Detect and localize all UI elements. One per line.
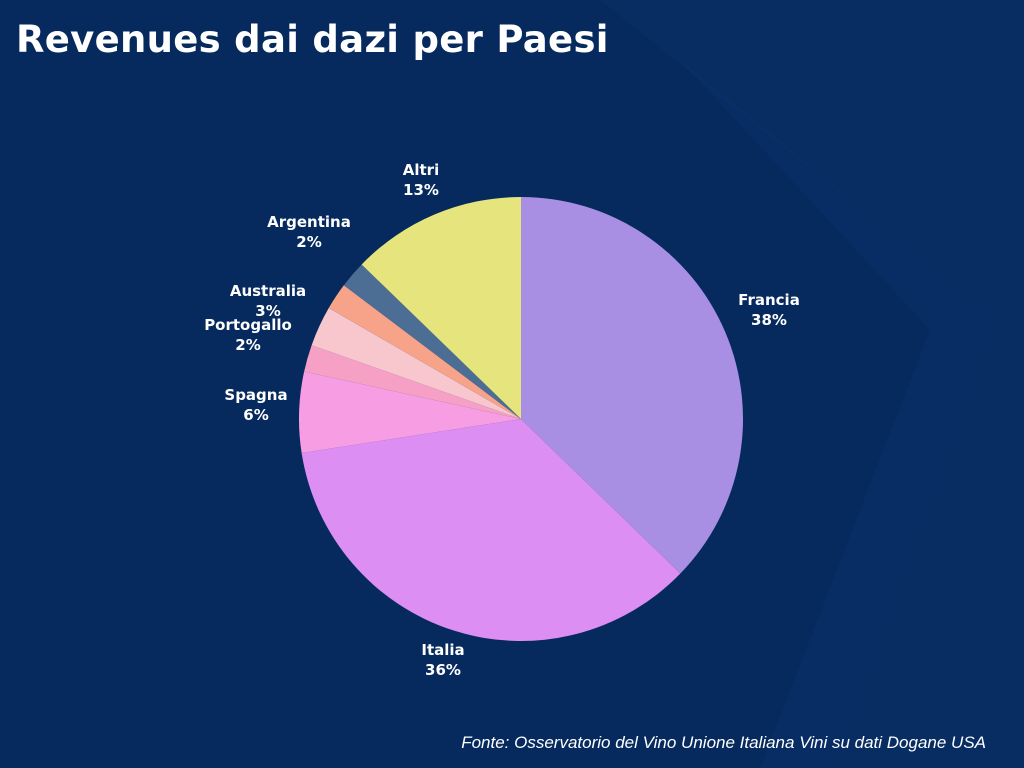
slice-label-australia: Australia xyxy=(230,282,306,300)
pie-slice-portogallo xyxy=(304,345,521,419)
slice-value-francia: 38% xyxy=(751,311,787,329)
pie-slice-italia xyxy=(301,419,681,641)
slice-value-altri: 13% xyxy=(403,181,439,199)
pie-slice-spagna xyxy=(299,371,521,454)
slice-label-italia: Italia xyxy=(421,641,464,659)
pie-slice-unlabeled-6 xyxy=(343,264,521,419)
pie-slice-australia xyxy=(311,308,521,419)
slice-value-australia: 3% xyxy=(255,302,280,320)
slice-value-spagna: 6% xyxy=(243,406,268,424)
source-note: Fonte: Osservatorio del Vino Unione Ital… xyxy=(461,733,986,752)
pie-slice-altri xyxy=(361,197,521,419)
slice-label-francia: Francia xyxy=(738,291,800,309)
chart-title: Revenues dai dazi per Paesi xyxy=(16,18,609,61)
pie-slice-argentina xyxy=(328,285,521,419)
slice-label-argentina: Argentina xyxy=(267,213,351,231)
slice-label-portogallo: Portogallo xyxy=(204,316,292,334)
slice-label-spagna: Spagna xyxy=(224,386,287,404)
slice-value-argentina: 2% xyxy=(296,233,321,251)
slice-value-italia: 36% xyxy=(425,661,461,679)
slice-label-altri: Altri xyxy=(403,161,439,179)
slice-value-portogallo: 2% xyxy=(235,336,260,354)
pie-slice-francia xyxy=(521,196,744,574)
